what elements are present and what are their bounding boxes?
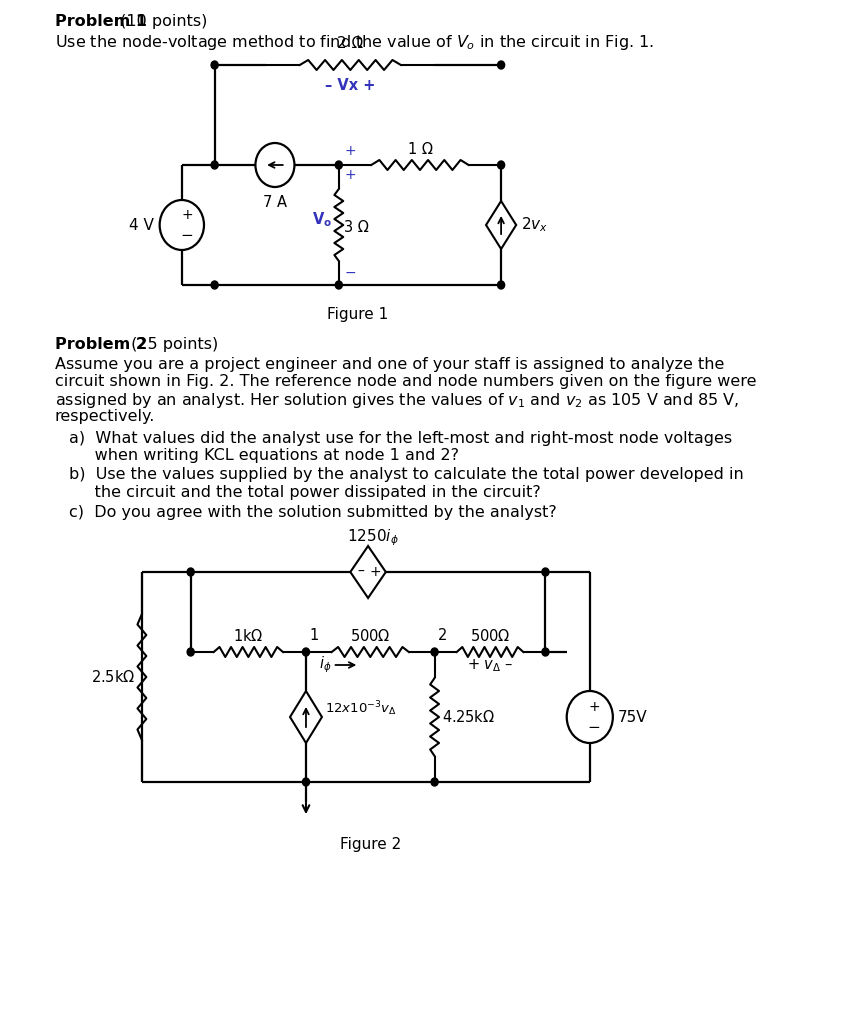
Text: – Vx +: – Vx + [325, 78, 376, 92]
Circle shape [187, 568, 194, 575]
Circle shape [302, 778, 310, 786]
Text: the circuit and the total power dissipated in the circuit?: the circuit and the total power dissipat… [69, 485, 541, 500]
Text: when writing KCL equations at node 1 and 2?: when writing KCL equations at node 1 and… [69, 449, 459, 463]
Circle shape [498, 61, 505, 69]
Circle shape [335, 161, 343, 169]
Circle shape [211, 61, 219, 69]
Circle shape [431, 648, 438, 656]
Text: a)  What values did the analyst use for the left-most and right-most node voltag: a) What values did the analyst use for t… [69, 430, 733, 445]
Text: Problem 1: Problem 1 [55, 14, 147, 29]
Text: $12x10^{-3}v_\Delta$: $12x10^{-3}v_\Delta$ [326, 699, 398, 719]
Text: circuit shown in Fig. 2. The reference node and node numbers given on the figure: circuit shown in Fig. 2. The reference n… [55, 374, 756, 389]
Text: 1 Ω: 1 Ω [408, 142, 432, 158]
Text: respectively.: respectively. [55, 409, 155, 424]
Text: 4 V: 4 V [129, 217, 154, 232]
Text: 2: 2 [438, 629, 447, 643]
Text: −: − [588, 720, 601, 734]
Text: 2.5k$\Omega$: 2.5k$\Omega$ [90, 669, 135, 685]
Text: −: − [181, 227, 193, 243]
Text: −: − [344, 266, 355, 280]
Text: Problem 2: Problem 2 [55, 337, 147, 352]
Text: b)  Use the values supplied by the analyst to calculate the total power develope: b) Use the values supplied by the analys… [69, 468, 744, 482]
Text: +: + [344, 168, 355, 182]
Text: + $v_\Delta$ –: + $v_\Delta$ – [467, 657, 513, 675]
Text: 7 A: 7 A [263, 195, 287, 210]
Text: $1250i_\phi$: $1250i_\phi$ [347, 527, 398, 548]
Text: (10 points): (10 points) [116, 14, 208, 29]
Text: Assume you are a project engineer and one of your staff is assigned to analyze t: Assume you are a project engineer and on… [55, 356, 724, 372]
Text: +: + [588, 700, 600, 714]
Circle shape [302, 648, 310, 656]
Text: $i_\phi$: $i_\phi$ [319, 654, 332, 675]
Circle shape [498, 161, 505, 169]
Text: +: + [344, 144, 355, 158]
Text: 75V: 75V [617, 710, 647, 725]
Text: 3 Ω: 3 Ω [344, 219, 369, 234]
Text: 1: 1 [310, 629, 319, 643]
Text: 2 Ω: 2 Ω [338, 36, 364, 50]
Text: 500$\Omega$: 500$\Omega$ [350, 628, 391, 644]
Text: Figure 2: Figure 2 [339, 837, 401, 852]
Circle shape [211, 161, 219, 169]
Text: $2v_x$: $2v_x$ [521, 216, 548, 234]
Text: –: – [358, 565, 365, 579]
Text: +: + [181, 208, 193, 222]
Circle shape [211, 281, 219, 289]
Text: Use the node-voltage method to find the value of $V_o$ in the circuit in Fig. 1.: Use the node-voltage method to find the … [55, 33, 654, 52]
Circle shape [542, 568, 549, 575]
Circle shape [431, 778, 438, 786]
Text: (25 points): (25 points) [126, 337, 219, 352]
Text: 500$\Omega$: 500$\Omega$ [470, 628, 511, 644]
Text: assigned by an analyst. Her solution gives the values of $v_1$ and $v_2$ as 105 : assigned by an analyst. Her solution giv… [55, 391, 739, 411]
Text: 4.25k$\Omega$: 4.25k$\Omega$ [441, 709, 495, 725]
Circle shape [187, 648, 194, 656]
Circle shape [542, 648, 549, 656]
Text: Figure 1: Figure 1 [327, 307, 388, 322]
Circle shape [335, 281, 343, 289]
Text: c)  Do you agree with the solution submitted by the analyst?: c) Do you agree with the solution submit… [69, 505, 557, 519]
Text: 1k$\Omega$: 1k$\Omega$ [233, 628, 263, 644]
Circle shape [498, 281, 505, 289]
Text: +: + [370, 565, 381, 579]
Text: $\bf{V_o}$: $\bf{V_o}$ [311, 211, 332, 229]
